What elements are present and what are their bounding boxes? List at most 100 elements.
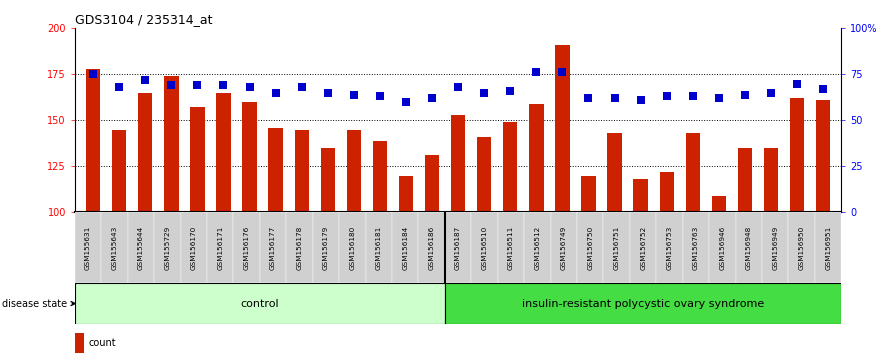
Point xyxy=(660,93,674,99)
Point xyxy=(503,88,517,94)
Bar xyxy=(286,212,313,283)
Bar xyxy=(788,212,815,283)
Bar xyxy=(737,148,752,212)
Point xyxy=(712,96,726,101)
Point xyxy=(138,77,152,83)
Bar xyxy=(269,128,283,212)
Text: GSM156510: GSM156510 xyxy=(482,226,487,270)
Bar xyxy=(339,212,366,283)
Bar xyxy=(112,130,126,212)
Bar xyxy=(260,212,286,283)
Point xyxy=(816,86,830,92)
Point xyxy=(764,90,778,96)
Bar xyxy=(346,130,361,212)
Point xyxy=(685,93,700,99)
Text: GSM156511: GSM156511 xyxy=(508,226,514,270)
Bar xyxy=(607,133,622,212)
Point xyxy=(529,70,544,75)
Bar xyxy=(399,176,413,212)
Text: disease state: disease state xyxy=(2,298,75,309)
Text: GSM156763: GSM156763 xyxy=(693,226,699,270)
Text: GSM156177: GSM156177 xyxy=(270,226,276,270)
Bar xyxy=(445,283,841,324)
Text: GSM156179: GSM156179 xyxy=(323,226,329,270)
Bar xyxy=(75,333,85,353)
Bar xyxy=(603,212,630,283)
Bar xyxy=(656,212,683,283)
Text: insulin-resistant polycystic ovary syndrome: insulin-resistant polycystic ovary syndr… xyxy=(522,298,764,309)
Point xyxy=(321,90,335,96)
Bar xyxy=(709,212,736,283)
Text: count: count xyxy=(88,338,116,348)
Point xyxy=(425,96,439,101)
Bar xyxy=(712,196,726,212)
Text: GSM156184: GSM156184 xyxy=(403,226,408,270)
Bar xyxy=(451,115,465,212)
Bar xyxy=(75,283,445,324)
Text: GSM156951: GSM156951 xyxy=(825,226,831,270)
Bar xyxy=(164,76,179,212)
Bar xyxy=(418,212,445,283)
Bar xyxy=(101,212,128,283)
Bar xyxy=(736,212,762,283)
Bar xyxy=(425,155,440,212)
Bar xyxy=(529,104,544,212)
Bar xyxy=(630,212,656,283)
Text: GSM156949: GSM156949 xyxy=(773,226,778,270)
Bar xyxy=(154,212,181,283)
Text: GSM156178: GSM156178 xyxy=(297,226,302,270)
Bar xyxy=(366,212,392,283)
Text: GSM155644: GSM155644 xyxy=(138,226,144,270)
Bar xyxy=(217,93,231,212)
Bar xyxy=(577,212,603,283)
Bar xyxy=(471,212,498,283)
Bar xyxy=(294,130,309,212)
Point xyxy=(269,90,283,96)
Bar xyxy=(128,212,154,283)
Bar xyxy=(373,141,387,212)
Text: control: control xyxy=(241,298,279,309)
Point xyxy=(478,90,492,96)
Text: GSM156751: GSM156751 xyxy=(614,226,619,270)
Bar xyxy=(321,148,335,212)
Text: GSM156512: GSM156512 xyxy=(535,226,540,270)
Text: GSM156753: GSM156753 xyxy=(667,226,672,270)
Bar xyxy=(498,212,524,283)
Point xyxy=(555,70,569,75)
Bar xyxy=(392,212,418,283)
Point xyxy=(217,82,231,88)
Bar xyxy=(313,212,339,283)
Point xyxy=(347,92,361,97)
Text: GSM156752: GSM156752 xyxy=(640,226,646,270)
Point xyxy=(112,84,126,90)
Bar xyxy=(242,102,256,212)
Bar xyxy=(633,179,648,212)
Point xyxy=(633,97,648,103)
Bar xyxy=(207,212,233,283)
Text: GSM156948: GSM156948 xyxy=(746,226,751,270)
Text: GSM156170: GSM156170 xyxy=(191,226,196,270)
Text: GSM156171: GSM156171 xyxy=(218,226,223,270)
Bar xyxy=(816,100,830,212)
Point xyxy=(451,84,465,90)
Bar xyxy=(683,212,709,283)
Point xyxy=(86,72,100,77)
Text: GSM155729: GSM155729 xyxy=(165,226,170,270)
Point xyxy=(294,84,308,90)
Point xyxy=(608,96,622,101)
Point xyxy=(164,82,178,88)
Bar xyxy=(445,212,471,283)
Text: GSM156176: GSM156176 xyxy=(244,226,249,270)
Bar xyxy=(551,212,577,283)
Bar xyxy=(762,212,788,283)
Bar xyxy=(75,212,101,283)
Text: GDS3104 / 235314_at: GDS3104 / 235314_at xyxy=(75,13,212,26)
Bar xyxy=(660,172,674,212)
Text: GSM156749: GSM156749 xyxy=(561,226,566,270)
Point xyxy=(190,82,204,88)
Bar xyxy=(503,122,517,212)
Point xyxy=(373,93,387,99)
Bar xyxy=(138,93,152,212)
Bar xyxy=(190,108,204,212)
Text: GSM156750: GSM156750 xyxy=(588,226,593,270)
